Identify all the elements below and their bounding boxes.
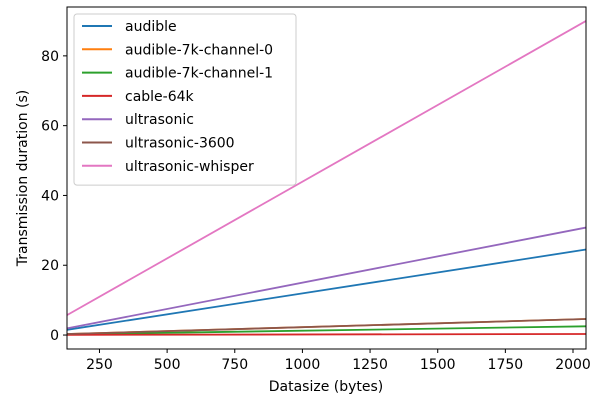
series-line-cable-64k <box>66 333 587 336</box>
x-tick-label: 1000 <box>285 357 321 373</box>
legend: audible audible-7k-channel-0 audible-7k-ch… <box>73 13 297 186</box>
legend-label: ultrasonic-3600 <box>125 136 235 152</box>
y-axis: 0 20 40 60 80 <box>41 49 67 344</box>
x-tick-label: 1250 <box>352 357 388 373</box>
legend-label: ultrasonic-whisper <box>125 159 254 175</box>
legend-label: cable-64k <box>125 89 195 105</box>
legend-label: ultrasonic <box>125 112 194 128</box>
x-tick-label: 2000 <box>555 357 591 373</box>
x-tick-label: 250 <box>86 357 113 373</box>
legend-box <box>73 13 297 186</box>
series-line-ultrasonic-3600 <box>66 318 587 335</box>
series-line-audible-7k-channel-1 <box>66 325 587 336</box>
x-tick-label: 750 <box>221 357 248 373</box>
legend-label: audible-7k-channel-0 <box>125 42 273 58</box>
x-tick-label: 1750 <box>488 357 524 373</box>
series-line-ultrasonic-whisper <box>66 20 587 316</box>
legend-label: audible-7k-channel-1 <box>125 66 273 82</box>
x-axis: 250 500 750 1000 1250 1500 1750 2000 <box>86 349 591 373</box>
y-axis-label: Transmission duration (s) <box>15 90 31 267</box>
series-line-audible <box>66 248 587 331</box>
x-tick-label: 500 <box>154 357 181 373</box>
y-tick-label: 60 <box>41 119 59 135</box>
plot-frame <box>66 6 587 350</box>
y-tick-label: 0 <box>50 328 59 344</box>
x-axis-label: Datasize (bytes) <box>269 379 384 395</box>
y-tick-label: 40 <box>41 188 59 204</box>
y-tick-label: 80 <box>41 49 59 65</box>
x-tick-label: 1500 <box>420 357 456 373</box>
legend-label: audible <box>125 19 177 35</box>
y-tick-label: 20 <box>41 258 59 274</box>
series-line-ultrasonic <box>66 226 587 330</box>
plot-lines <box>66 20 587 336</box>
